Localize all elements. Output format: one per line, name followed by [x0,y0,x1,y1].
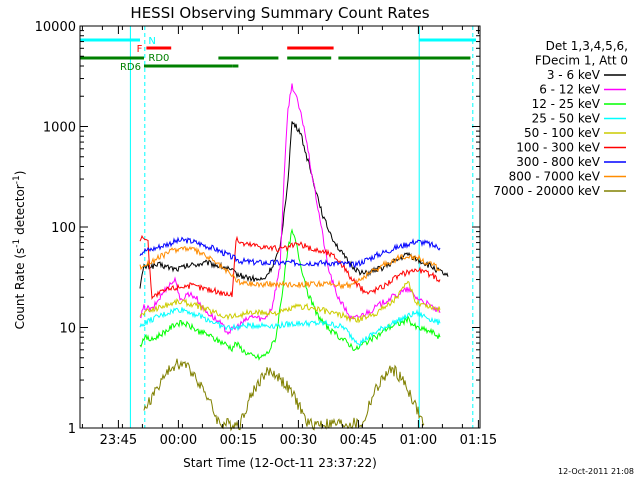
legend-label-1: 3 - 6 keV [547,68,601,82]
y-tick-label-1000: 1000 [43,121,76,136]
series-line-8 [139,246,441,290]
x-axis-label: Start Time (12-Oct-11 23:37:22) [183,456,377,470]
series-line-6 [139,234,441,301]
x-tick-label-0015: 00:15 [220,433,257,448]
status-label-f: F [137,44,143,55]
y-tick-label-10: 10 [59,322,76,337]
x-tick-label-0030: 00:30 [280,433,317,448]
legend-header-1: Det 1,3,4,5,6, [546,39,628,53]
plot-area: NF RD0 RD6 1 10 100 1000 10000 23:45 00:00 00:15 00… [35,20,497,448]
series-line-2 [139,83,441,336]
series-line-4 [139,307,441,348]
series-line-3 [139,228,441,361]
legend-label-7: 300 - 800 keV [516,155,600,169]
status-label-rd0: RD0 [148,53,169,64]
y-axis-label: Count Rate (s-1 detector-1) [12,171,27,330]
series-line-9 [143,358,425,432]
y-tick-label-1: 1 [68,422,76,437]
legend-label-9: 7000 - 20000 keV [493,184,600,198]
legend-label-4: 25 - 50 keV [532,112,601,126]
legend: Det 1,3,4,5,6,FDecim 1, Att 03 - 6 keV6 … [493,39,628,198]
series-line-7 [139,236,441,269]
legend-label-2: 6 - 12 keV [539,83,601,97]
x-tick-label-2345: 23:45 [100,433,137,448]
chart-title: HESSI Observing Summary Count Rates [130,4,429,22]
legend-label-5: 50 - 100 keV [524,126,601,140]
legend-header-2: FDecim 1, Att 0 [535,54,628,68]
series-line-1 [139,121,449,289]
x-tick-label-0045: 00:45 [340,433,377,448]
legend-label-8: 800 - 7000 keV [509,170,601,184]
y-tick-label-100: 100 [51,221,76,236]
series-line-5 [139,280,441,324]
legend-label-3: 12 - 25 keV [532,97,601,111]
legend-label-6: 100 - 300 keV [516,141,600,155]
y-tick-label-10000: 10000 [35,20,76,35]
x-tick-label-0115: 01:15 [460,433,497,448]
plot-frame [79,25,481,429]
footer-timestamp: 12-Oct-2011 21:08 [558,467,634,476]
status-label-rd6: RD6 [120,62,141,73]
x-tick-label-0100: 01:00 [400,433,437,448]
status-label-n: N [148,36,155,47]
x-tick-label-0000: 00:00 [160,433,197,448]
